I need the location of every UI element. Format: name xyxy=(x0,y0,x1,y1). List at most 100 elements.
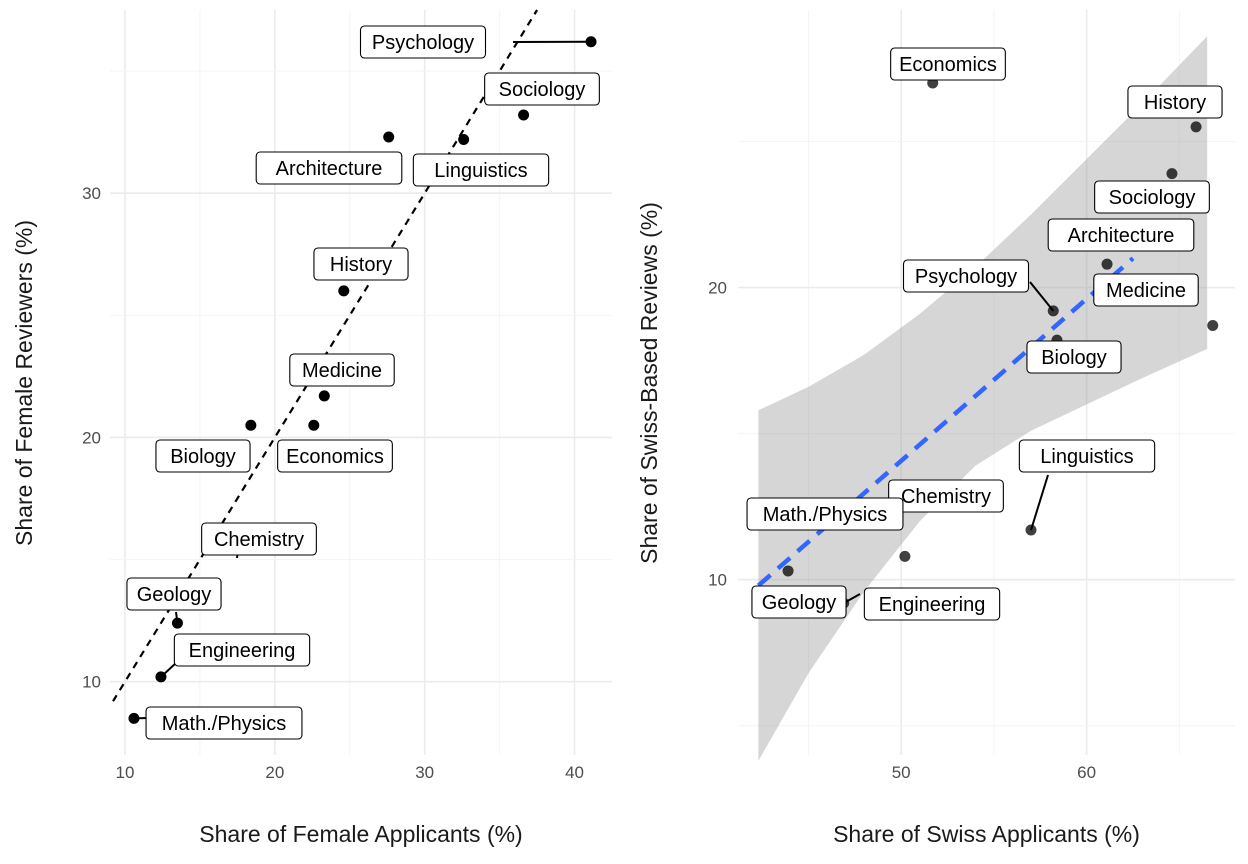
point-engineering xyxy=(155,671,167,683)
x-tick-label: 40 xyxy=(565,763,584,782)
label-text: Linguistics xyxy=(434,160,527,182)
label-text: Geology xyxy=(762,592,837,614)
point-label-economics: Economics xyxy=(890,47,1006,81)
x-tick-label: 20 xyxy=(265,763,284,782)
label-text: Chemistry xyxy=(214,529,304,551)
point-label-architecture: Architecture xyxy=(255,151,403,185)
label-text: Sociology xyxy=(499,79,586,101)
label-text: Engineering xyxy=(189,640,296,662)
label-box xyxy=(902,259,1030,293)
label-box xyxy=(1026,340,1122,374)
point-psychology xyxy=(1047,305,1059,317)
label-text: Medicine xyxy=(1106,280,1186,302)
point-label-sociology: Sociology xyxy=(1094,180,1210,214)
point-history xyxy=(1190,121,1202,133)
label-text: Sociology xyxy=(1109,187,1196,209)
point-label-geology: Geology xyxy=(751,585,847,619)
label-connector-linguistics xyxy=(1030,474,1049,531)
label-box xyxy=(155,439,251,473)
x-tick-label: 10 xyxy=(116,763,135,782)
point-psychology xyxy=(585,36,597,48)
point-label-architecture: Architecture xyxy=(1047,218,1195,252)
point-sociology xyxy=(518,109,530,121)
y-axis-title: Share of Female Reviewers (%) xyxy=(11,220,37,546)
label-text: Geology xyxy=(137,584,212,606)
point-label-engineering: Engineering xyxy=(173,633,311,667)
label-box xyxy=(1018,439,1156,473)
label-box xyxy=(173,633,311,667)
label-text: Economics xyxy=(899,54,997,76)
point-label-economics: Economics xyxy=(277,439,393,473)
point-label-math-physics: Math./Physics xyxy=(145,706,303,740)
label-box xyxy=(412,153,550,187)
y-axis-title: Share of Swiss-Based Reviews (%) xyxy=(636,202,662,564)
label-box xyxy=(1093,273,1199,307)
smooth-fit-line xyxy=(756,256,1135,588)
x-tick-label: 60 xyxy=(1077,763,1096,782)
x-axis-title: Share of Swiss Applicants (%) xyxy=(833,821,1140,847)
label-box xyxy=(1047,218,1195,252)
label-text: History xyxy=(330,254,392,276)
point-history xyxy=(338,285,350,297)
label-box xyxy=(126,577,222,611)
point-medicine xyxy=(318,390,330,402)
point-label-psychology: Psychology xyxy=(359,25,487,59)
x-axis-title: Share of Female Applicants (%) xyxy=(199,821,522,847)
point-label-sociology: Sociology xyxy=(484,72,600,106)
y-tick-label: 30 xyxy=(82,184,101,203)
label-box xyxy=(890,47,1006,81)
point-math-physics xyxy=(782,565,794,577)
point-biology xyxy=(245,419,257,431)
point-label-linguistics: Linguistics xyxy=(1018,439,1156,473)
label-text: Biology xyxy=(1041,347,1107,369)
label-text: Architecture xyxy=(276,158,383,180)
point-economics xyxy=(308,419,320,431)
label-box xyxy=(888,479,1004,513)
label-text: Biology xyxy=(170,446,236,468)
x-tick-label: 30 xyxy=(415,763,434,782)
label-box xyxy=(201,522,317,556)
point-sociology xyxy=(1166,168,1178,180)
confidence-band xyxy=(758,36,1208,761)
label-text: Math./Physics xyxy=(162,713,286,735)
point-label-linguistics: Linguistics xyxy=(412,153,550,187)
y-tick-label: 10 xyxy=(82,673,101,692)
y-tick-label: 20 xyxy=(82,428,101,447)
point-label-medicine: Medicine xyxy=(1093,273,1199,307)
label-text: Architecture xyxy=(1068,225,1175,247)
label-box xyxy=(746,497,904,531)
point-label-history: History xyxy=(1127,85,1223,119)
label-text: Medicine xyxy=(302,360,382,382)
point-label-chemistry: Chemistry xyxy=(888,479,1004,513)
point-label-math-physics: Math./Physics xyxy=(746,497,904,531)
point-label-chemistry: Chemistry xyxy=(201,522,317,556)
point-architecture xyxy=(383,131,395,143)
point-linguistics xyxy=(1025,524,1037,536)
label-text: Math./Physics xyxy=(763,504,887,526)
right-scatter-panel: 50 60 10 20 Share of Swiss Applicants (%) Sha… xyxy=(636,10,1235,847)
label-text: Chemistry xyxy=(901,486,991,508)
point-label-biology: Biology xyxy=(155,439,251,473)
label-text: History xyxy=(1144,92,1206,114)
label-text: Psychology xyxy=(915,266,1017,288)
point-medicine xyxy=(1207,320,1219,332)
left-scatter-panel: 10 20 30 40 10 20 30 Share of Female Applicants… xyxy=(11,9,612,847)
label-box xyxy=(359,25,487,59)
label-box xyxy=(313,247,409,281)
y-tick-label: 10 xyxy=(708,571,727,590)
label-box xyxy=(277,439,393,473)
point-label-history: History xyxy=(313,247,409,281)
label-box xyxy=(484,72,600,106)
label-text: Engineering xyxy=(879,594,986,616)
point-chemistry xyxy=(899,550,911,562)
label-box xyxy=(863,587,1001,621)
y-tick-label: 20 xyxy=(708,279,727,298)
x-tick-label: 50 xyxy=(892,763,911,782)
label-box xyxy=(1094,180,1210,214)
point-architecture xyxy=(1101,258,1113,270)
label-text: Linguistics xyxy=(1040,446,1133,468)
point-math-physics xyxy=(128,712,140,724)
label-box xyxy=(255,151,403,185)
label-text: Economics xyxy=(286,446,384,468)
point-label-geology: Geology xyxy=(126,577,222,611)
